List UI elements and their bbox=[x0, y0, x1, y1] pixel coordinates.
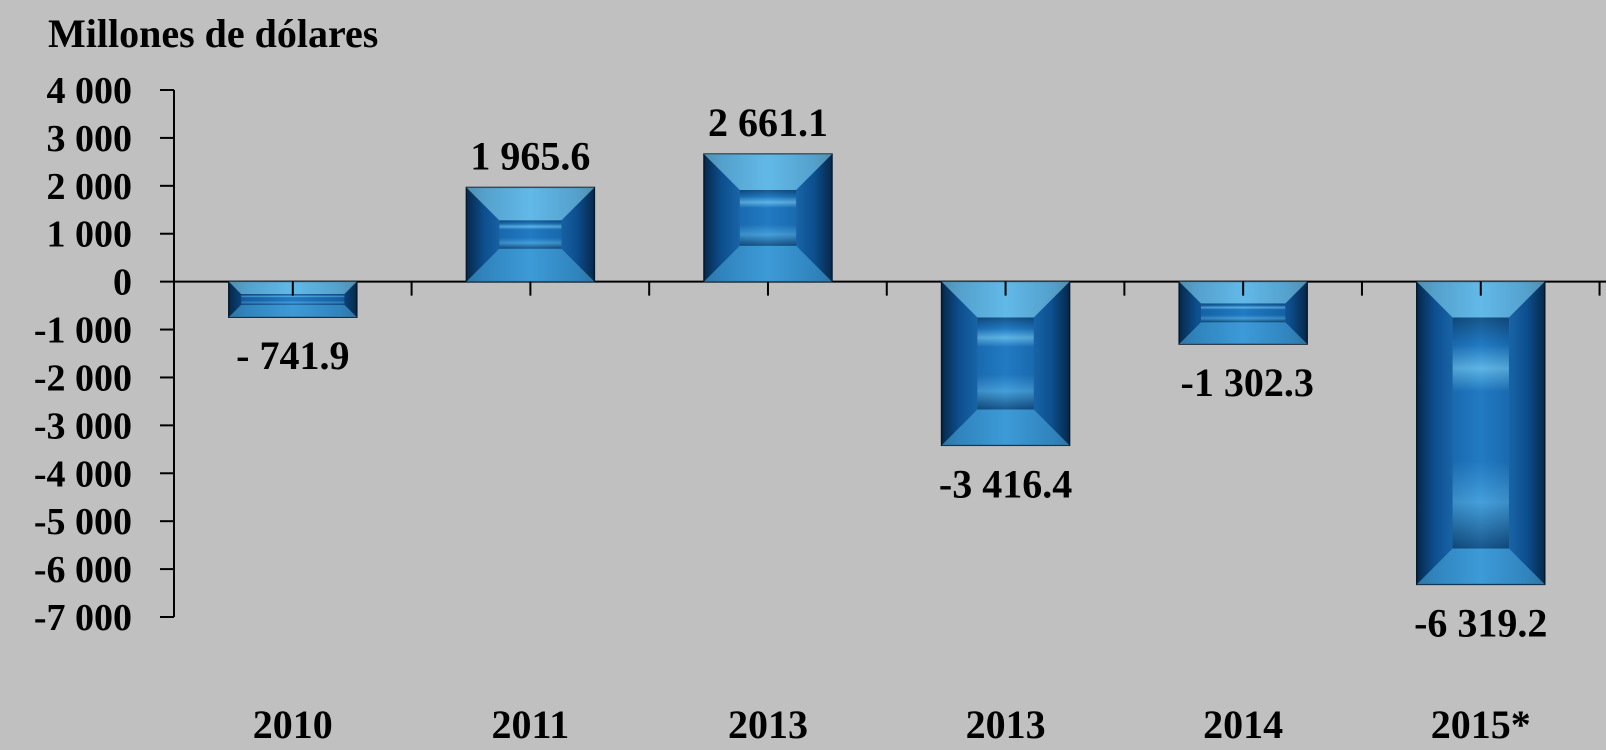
bar-facet-top bbox=[1416, 281, 1545, 318]
bar-facet-bottom bbox=[228, 304, 357, 318]
bar-face bbox=[241, 294, 345, 305]
bar-face bbox=[1452, 317, 1509, 549]
bar-facet-top bbox=[466, 187, 595, 221]
bar-group bbox=[703, 153, 833, 283]
bar-group bbox=[1416, 280, 1546, 586]
y-tick-label: -4 000 bbox=[34, 453, 132, 495]
data-label: - 741.9 bbox=[236, 333, 349, 378]
bar-group bbox=[465, 186, 596, 283]
bar-facet-bottom bbox=[1179, 322, 1308, 345]
bar-face bbox=[739, 189, 797, 246]
bar-facet-top bbox=[941, 281, 1070, 318]
y-tick-label: 4 000 bbox=[47, 70, 133, 112]
data-label: 1 965.6 bbox=[470, 133, 590, 178]
bar-facet-bottom bbox=[703, 245, 832, 282]
data-label: -1 302.3 bbox=[1181, 360, 1314, 405]
data-label: -6 319.2 bbox=[1414, 600, 1547, 645]
y-tick-label: -7 000 bbox=[34, 597, 132, 639]
x-tick-label: 2015* bbox=[1431, 702, 1531, 747]
bar-facet-bottom bbox=[941, 409, 1070, 446]
y-axis-label: Millones de dólares bbox=[48, 11, 379, 56]
x-tick-label: 2013 bbox=[728, 702, 808, 747]
bar-group bbox=[228, 280, 358, 318]
x-tick-label: 2010 bbox=[253, 702, 333, 747]
y-tick-label: 2 000 bbox=[47, 166, 133, 208]
data-label: 2 661.1 bbox=[708, 100, 828, 145]
y-tick-label: -6 000 bbox=[34, 549, 132, 591]
x-tick-label: 2014 bbox=[1203, 702, 1283, 747]
bar-face bbox=[977, 317, 1034, 410]
y-tick-label: 1 000 bbox=[47, 214, 133, 256]
data-label: -3 416.4 bbox=[939, 461, 1072, 506]
bar-group bbox=[940, 280, 1071, 447]
bar-facet-bottom bbox=[466, 248, 595, 282]
y-tick-label: -2 000 bbox=[34, 357, 132, 399]
x-tick-label: 2013 bbox=[966, 702, 1046, 747]
bar-face bbox=[499, 220, 562, 249]
y-tick-label: -5 000 bbox=[34, 501, 132, 543]
x-tick-label: 2011 bbox=[491, 702, 569, 747]
bar-facet-bottom bbox=[1416, 548, 1545, 585]
y-tick-label: -1 000 bbox=[34, 310, 132, 352]
bar-facet-top bbox=[703, 154, 832, 190]
y-tick-label: -3 000 bbox=[34, 405, 132, 447]
y-tick-label: 3 000 bbox=[47, 118, 133, 160]
y-tick-label: 0 bbox=[113, 262, 132, 304]
bar-face bbox=[1201, 303, 1286, 323]
